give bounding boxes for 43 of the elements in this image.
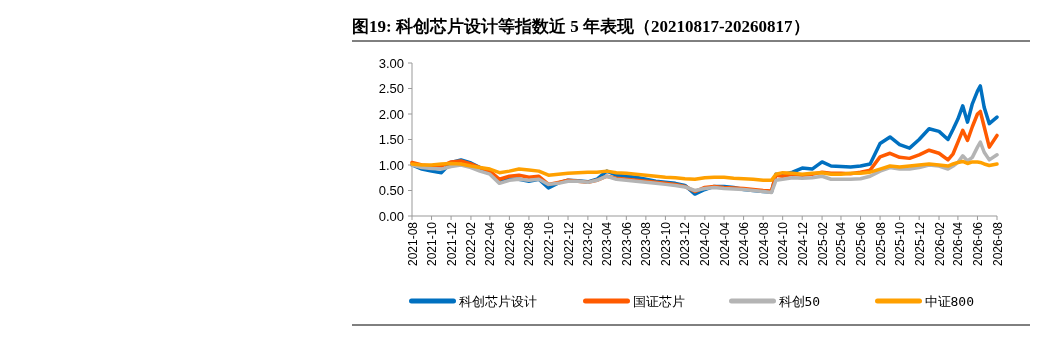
x-tick-label: 2022-02	[464, 221, 479, 267]
x-tick-label: 2025-08	[873, 221, 888, 267]
x-tick-label: 2025-04	[834, 221, 849, 267]
x-tick-label: 2021-12	[444, 221, 459, 267]
legend-label: 中证800	[924, 294, 974, 309]
legend-label: 国证芯片	[632, 294, 685, 309]
x-tick-label: 2025-10	[893, 221, 908, 267]
x-tick-label: 2023-08	[639, 221, 654, 267]
x-tick-label: 2021-08	[405, 221, 420, 267]
x-tick-label: 2023-10	[658, 221, 673, 267]
x-tick-label: 2023-06	[619, 221, 634, 267]
x-tick-label: 2024-02	[698, 221, 713, 267]
legend-label: 科创芯片设计	[458, 294, 537, 309]
x-tick-label: 2023-02	[581, 221, 596, 267]
x-tick-label: 2022-12	[561, 221, 576, 267]
x-tick-label: 2023-04	[600, 221, 615, 267]
x-tick-label: 2024-06	[737, 221, 752, 267]
x-tick-label: 2021-10	[425, 221, 440, 267]
y-tick-label: 1.50	[378, 132, 404, 147]
x-tick-label: 2024-08	[756, 221, 771, 267]
x-tick-label: 2024-10	[776, 221, 791, 267]
y-tick-label: 2.50	[378, 81, 404, 96]
x-tick-label: 2026-08	[990, 221, 1005, 267]
x-tick-label: 2022-06	[502, 221, 517, 267]
x-tick-label: 2026-02	[932, 221, 947, 267]
chart-title: 图19: 科创芯片设计等指数近 5 年表现（20210817-20260817）	[352, 17, 810, 36]
x-tick-label: 2025-06	[854, 221, 869, 267]
x-tick-label: 2024-04	[717, 221, 732, 267]
x-tick-label: 2023-12	[678, 221, 693, 267]
x-tick-label: 2025-12	[912, 221, 927, 267]
y-tick-label: 3.00	[378, 55, 404, 71]
x-tick-label: 2026-06	[970, 221, 985, 267]
x-tick-label: 2026-04	[951, 221, 966, 267]
y-tick-label: 2.00	[378, 106, 404, 122]
x-tick-label: 2022-04	[483, 221, 498, 267]
y-tick-label: 0.50	[378, 183, 404, 198]
x-tick-label: 2022-10	[541, 221, 556, 267]
legend-label: 科创50	[778, 294, 821, 309]
x-tick-label: 2025-02	[815, 221, 830, 267]
x-tick-label: 2024-12	[795, 221, 810, 267]
y-tick-label: 0.00	[378, 208, 404, 224]
x-tick-label: 2022-08	[522, 221, 537, 267]
y-tick-label: 1.00	[378, 157, 404, 173]
